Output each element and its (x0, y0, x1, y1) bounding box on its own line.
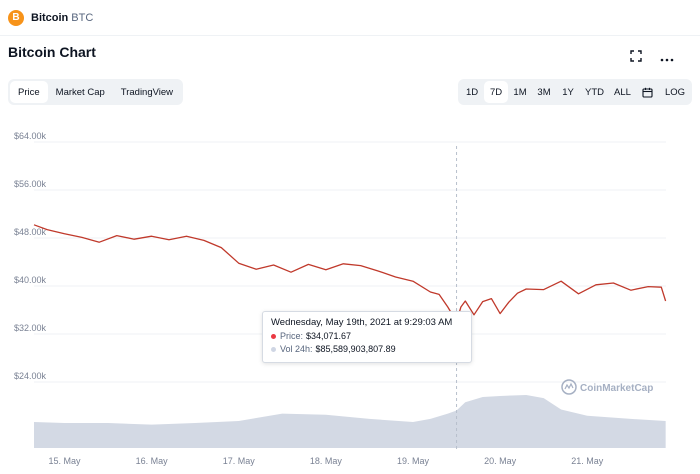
volume-area-shape (34, 394, 666, 448)
range-1y[interactable]: 1Y (562, 86, 574, 98)
tooltip-volume-value: $85,589,903,807.89 (315, 344, 396, 354)
price-dot-icon (271, 333, 276, 339)
x-tick-label: 21. May (571, 456, 604, 466)
range-1d[interactable]: 1D (465, 86, 479, 98)
tooltip-price-row: Price: $34,071.67 (271, 331, 463, 341)
fullscreen-icon[interactable] (630, 50, 642, 64)
volume-dot-icon (271, 346, 276, 352)
price-chart[interactable]: $64.00k $56.00k $48.00k $40.00k $32.00k $24.0… (0, 120, 700, 474)
tooltip-volume-row: Vol 24h: $85,589,903,807.89 (271, 344, 463, 354)
x-tick-label: 18. May (310, 456, 343, 466)
x-tick-label: 20. May (484, 456, 517, 466)
time-range-selector: 1D 7D 1M 3M 1Y YTD ALL LOG (458, 79, 692, 105)
range-ytd[interactable]: YTD (585, 86, 605, 98)
coinmarketcap-logo-mark (564, 382, 574, 390)
bitcoin-logo-icon: B (8, 9, 24, 26)
range-all[interactable]: ALL (614, 86, 631, 98)
price-line (33, 224, 667, 323)
chart-title: Bitcoin Chart (8, 44, 96, 60)
y-tick-label: $56.00k (14, 179, 47, 189)
y-tick-label: $64.00k (14, 131, 47, 141)
coin-symbol: BTC (71, 11, 94, 24)
x-tick-label: 15. May (48, 456, 81, 466)
more-options-icon[interactable] (660, 51, 674, 64)
x-axis-labels: 15. May 16. May 17. May 18. May 19. May 20. M… (48, 456, 603, 466)
top-bar: B Bitcoin BTC (0, 0, 700, 36)
chart-header-actions (630, 50, 674, 64)
tooltip-price-value: $34,071.67 (306, 331, 352, 341)
tooltip-date: Wednesday, May 19th, 2021 at 9:29:03 AM (271, 317, 453, 328)
y-tick-label: $48.00k (14, 227, 47, 237)
range-log[interactable]: LOG (664, 86, 685, 98)
x-tick-label: 19. May (397, 456, 430, 466)
chart-tooltip: Wednesday, May 19th, 2021 at 9:29:03 AM … (262, 311, 472, 363)
tab-tradingview[interactable]: TradingView (120, 86, 174, 98)
y-tick-label: $24.00k (14, 371, 47, 381)
volume-area (34, 394, 666, 448)
coinmarketcap-logo-icon (561, 379, 577, 395)
y-tick-label: $40.00k (14, 275, 47, 285)
x-tick-label: 16. May (136, 456, 169, 466)
range-1m[interactable]: 1M (513, 86, 527, 98)
range-3m[interactable]: 3M (537, 86, 551, 98)
price-line-series (33, 224, 667, 323)
range-7d[interactable]: 7D (484, 81, 509, 103)
chart-type-tabs: Price Market Cap TradingView (8, 79, 184, 105)
coin-name[interactable]: Bitcoin (31, 11, 69, 24)
y-axis-labels: $64.00k $56.00k $48.00k $40.00k $32.00k $24.0… (14, 131, 47, 381)
tab-price[interactable]: Price (10, 81, 48, 103)
watermark-text: CoinMarketCap (580, 383, 653, 394)
x-tick-label: 17. May (223, 456, 256, 466)
calendar-icon[interactable] (636, 81, 660, 103)
y-tick-label: $32.00k (14, 323, 47, 333)
tab-market-cap[interactable]: Market Cap (55, 86, 105, 98)
tooltip-volume-label: Vol 24h: (280, 344, 313, 354)
tooltip-price-label: Price: (280, 331, 304, 341)
coinmarketcap-watermark: CoinMarketCap (561, 379, 653, 395)
